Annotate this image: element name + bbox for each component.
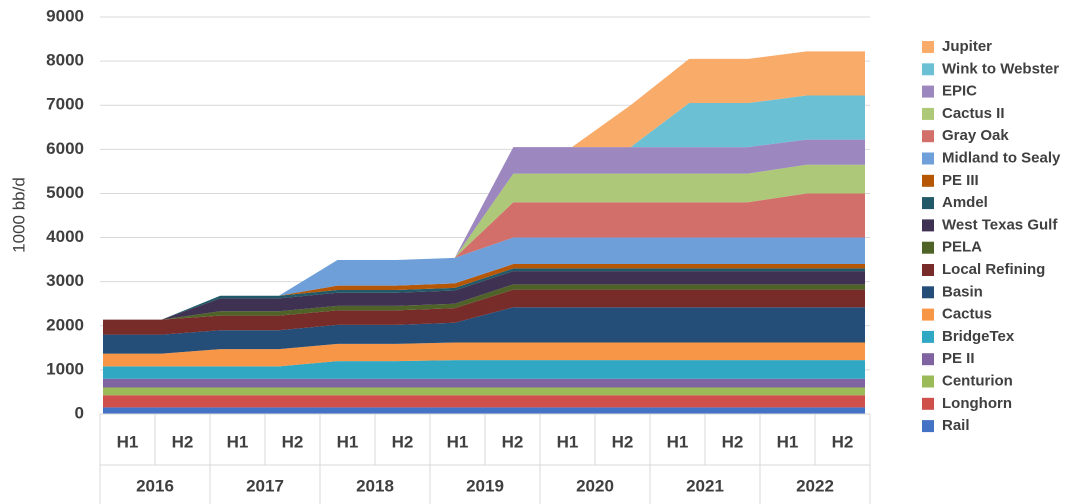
y-tick-label: 3000: [46, 271, 84, 290]
x-group-label: 2016: [136, 476, 174, 495]
y-tick-label: 2000: [46, 315, 84, 334]
x-group-label: 2018: [356, 476, 394, 495]
x-tick-label: H1: [777, 432, 799, 451]
x-group-label: 2020: [576, 476, 614, 495]
x-tick-label: H1: [117, 432, 139, 451]
area: [103, 307, 865, 354]
area: [103, 289, 865, 335]
legend-swatch: [922, 41, 934, 53]
legend-label: Local Refining: [942, 261, 1045, 278]
legend-swatch: [922, 130, 934, 143]
area: [103, 268, 865, 320]
legend-label: Amdel: [942, 194, 988, 211]
x-tick-label: H2: [612, 432, 634, 451]
legend-swatch: [922, 219, 934, 232]
x-tick-label: H1: [667, 432, 689, 451]
legend-swatch: [922, 308, 934, 321]
legend-label: Longhorn: [942, 395, 1012, 412]
x-tick-label: H1: [447, 432, 469, 451]
legend-swatch: [922, 174, 934, 187]
area: [103, 237, 865, 320]
legend-swatch: [922, 397, 934, 410]
legend-label: PE III: [942, 172, 979, 189]
x-tick-label: H1: [227, 432, 249, 451]
x-tick-label: H2: [502, 432, 524, 451]
x-group-label: 2021: [686, 476, 724, 495]
legend-label: PELA: [942, 239, 982, 256]
x-group-label: 2019: [466, 476, 504, 495]
area: [103, 387, 865, 396]
area: [103, 193, 865, 320]
legend-swatch: [922, 152, 934, 165]
legend-label: Midland to Sealy: [942, 149, 1061, 166]
y-tick-label: 7000: [46, 95, 84, 114]
legend-label: West Texas Gulf: [942, 216, 1058, 233]
x-group-label: 2022: [796, 476, 834, 495]
legend-swatch: [922, 107, 934, 120]
y-axis-label: 1000 bb/d: [9, 177, 28, 253]
legend-swatch: [922, 63, 934, 76]
legend-label: Basin: [942, 283, 983, 300]
area: [103, 51, 865, 320]
x-group-label: 2017: [246, 476, 284, 495]
legend-label: Cactus: [942, 306, 992, 323]
legend-label: BridgeTex: [942, 328, 1015, 345]
legend-swatch: [922, 85, 934, 98]
area: [103, 139, 865, 320]
area: [103, 378, 865, 388]
x-tick-label: H2: [282, 432, 304, 451]
area: [103, 284, 865, 320]
x-tick-label: H2: [392, 432, 414, 451]
area: [103, 264, 865, 320]
legend-label: Jupiter: [942, 38, 992, 55]
area: [103, 360, 865, 379]
legend-swatch: [922, 420, 934, 433]
y-tick-label: 8000: [46, 51, 84, 70]
y-tick-label: 6000: [46, 139, 84, 158]
y-tick-label: 5000: [46, 183, 84, 202]
legend-label: Centurion: [942, 372, 1013, 389]
legend-swatch: [922, 264, 934, 276]
y-tick-label: 0: [75, 403, 84, 422]
x-tick-label: H1: [557, 432, 579, 451]
legend-swatch: [922, 353, 934, 366]
y-tick-label: 9000: [46, 6, 84, 25]
legend-swatch: [922, 286, 934, 299]
area: [103, 395, 865, 408]
legend-label: Gray Oak: [942, 127, 1009, 144]
x-tick-label: H2: [832, 432, 854, 451]
x-tick-label: H2: [722, 432, 744, 451]
legend-label: EPIC: [942, 83, 977, 100]
x-tick-label: H2: [172, 432, 194, 451]
area: [103, 164, 865, 320]
legend-label: Cactus II: [942, 105, 1005, 122]
legend-label: PE II: [942, 350, 975, 367]
y-tick-label: 1000: [46, 359, 84, 378]
area: [103, 271, 865, 320]
x-tick-label: H1: [337, 432, 359, 451]
y-tick-label: 4000: [46, 227, 84, 246]
legend-swatch: [922, 197, 934, 210]
area: [103, 407, 865, 414]
legend-label: Wink to Webster: [942, 60, 1059, 77]
legend-swatch: [922, 241, 934, 254]
area: [103, 95, 865, 320]
legend-swatch: [922, 330, 934, 343]
legend-label: Rail: [942, 417, 970, 434]
area: [103, 342, 865, 367]
legend-swatch: [922, 375, 934, 388]
